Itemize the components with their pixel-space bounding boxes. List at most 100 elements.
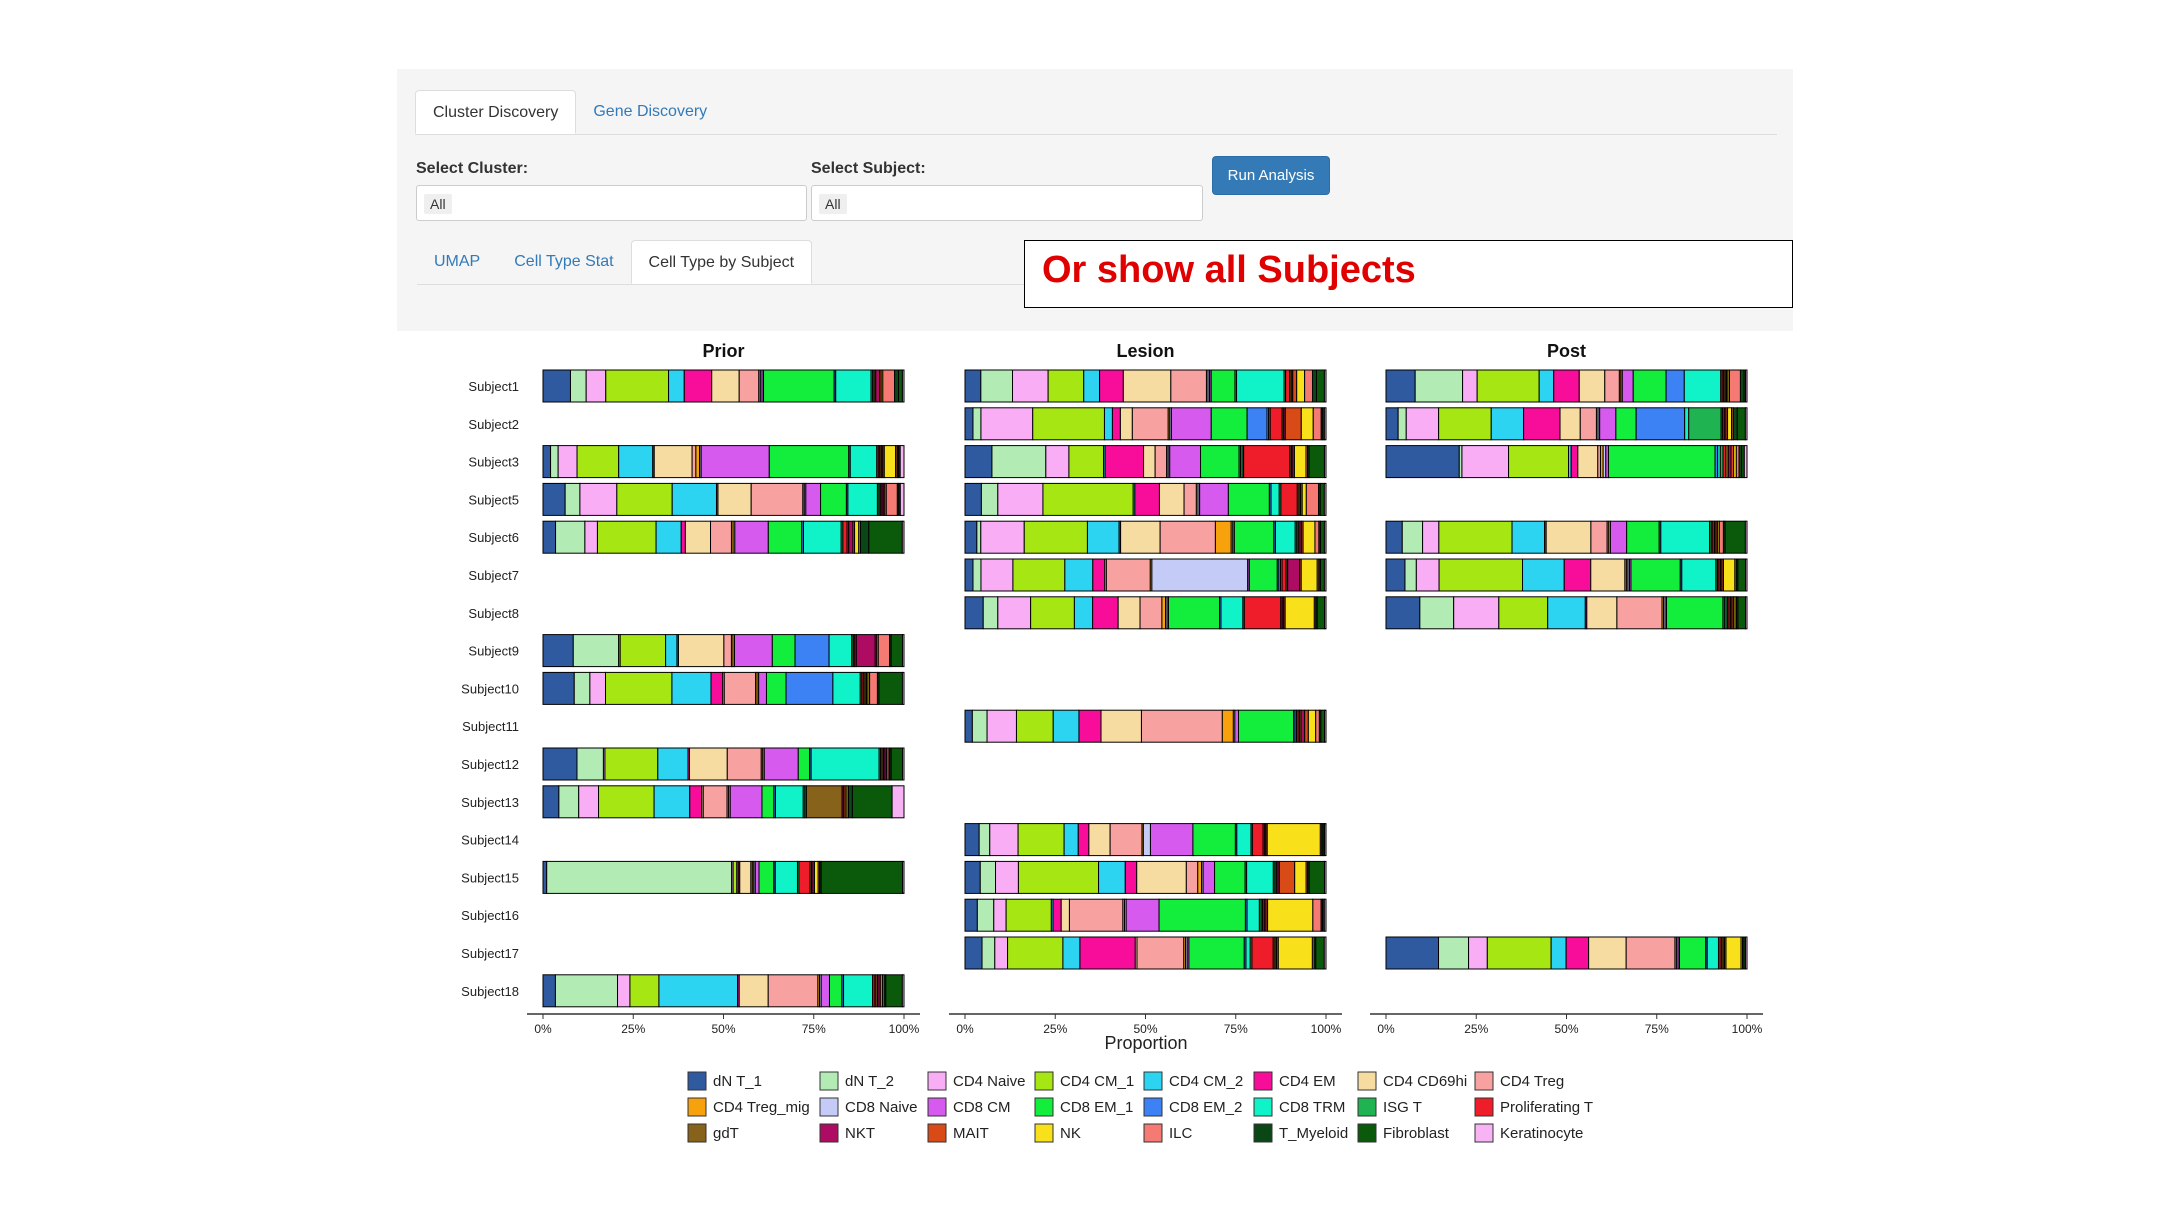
bar-segment <box>1739 369 1745 403</box>
bar-segment <box>1214 860 1246 894</box>
bar-segment <box>1104 445 1145 479</box>
bar-segment <box>835 369 872 403</box>
x-tick-label: 0% <box>534 1022 552 1036</box>
bar-segment <box>1238 709 1295 743</box>
bar-segment <box>1590 520 1608 554</box>
bar-segment <box>710 671 724 705</box>
bar-segment <box>1415 558 1440 592</box>
subject-label: Subject7 <box>468 568 519 583</box>
select-subject-input[interactable]: All <box>811 185 1203 221</box>
bar-segment <box>1269 407 1283 441</box>
tab-umap[interactable]: UMAP <box>434 253 481 270</box>
bar-segment <box>1068 445 1105 479</box>
tab-cell-type-stat[interactable]: Cell Type Stat <box>514 253 614 270</box>
legend-label: CD8 EM_1 <box>1060 1099 1133 1116</box>
bar-segment <box>805 785 843 819</box>
legend-label: T_Myeloid <box>1279 1125 1348 1142</box>
bar-segment <box>1453 596 1500 630</box>
tab-cell-type-by-subject[interactable]: Cell Type by Subject <box>630 240 813 284</box>
bar-segment <box>739 860 752 894</box>
legend-label: Fibroblast <box>1383 1125 1450 1142</box>
bar-segment <box>828 634 853 668</box>
bar-segment <box>995 860 1019 894</box>
bar-segment <box>1615 407 1637 441</box>
bar-segment <box>964 596 984 630</box>
bar-segment <box>1188 936 1245 970</box>
bar-segment <box>754 860 760 894</box>
bar-segment <box>1570 445 1579 479</box>
bar-segment <box>671 671 712 705</box>
bar-segment <box>658 974 739 1008</box>
select-cluster-input[interactable]: All <box>416 185 807 221</box>
bar-segment <box>653 445 693 479</box>
bar-segment <box>1246 407 1268 441</box>
bar-segment <box>768 445 850 479</box>
bar-segment <box>1285 369 1291 403</box>
bar-segment <box>980 407 1034 441</box>
subject-label: Subject16 <box>461 908 519 923</box>
bar-segment <box>1246 898 1260 932</box>
legend-label: ILC <box>1169 1125 1193 1142</box>
legend-label: Keratinocyte <box>1500 1125 1583 1142</box>
bar-segment <box>964 709 973 743</box>
tab-gene-discovery[interactable]: Gene Discovery <box>593 103 708 120</box>
legend-label: CD4 EM <box>1279 1073 1336 1090</box>
select-cluster-value[interactable]: All <box>424 194 452 214</box>
bar-segment <box>569 369 587 403</box>
bar-segment <box>1744 596 1748 630</box>
bar-segment <box>1077 823 1090 857</box>
bar-segment <box>1100 709 1142 743</box>
bar-segment <box>964 369 982 403</box>
bar-segment <box>1078 709 1102 743</box>
bar-segment <box>683 369 713 403</box>
bar-segment <box>758 671 767 705</box>
bar-segment <box>1063 823 1079 857</box>
bar-segment <box>1007 936 1064 970</box>
bar-segment <box>1563 558 1592 592</box>
bar-segment <box>989 823 1019 857</box>
bar-segment <box>1197 860 1203 894</box>
legend-swatch <box>927 1071 947 1091</box>
bar-segment <box>1632 369 1667 403</box>
bar-segment <box>997 596 1032 630</box>
bar-segment <box>797 747 811 781</box>
sub-tabs-divider <box>417 284 1024 285</box>
bar-segment <box>1169 445 1202 479</box>
bar-segment <box>1045 445 1070 479</box>
subject-label: Subject10 <box>461 681 519 696</box>
legend-swatch <box>1357 1097 1377 1117</box>
bar-segment <box>604 747 659 781</box>
legend-swatch <box>927 1123 947 1143</box>
bar-segment <box>1296 369 1306 403</box>
bar-segment <box>877 634 891 668</box>
bar-segment <box>1315 709 1320 743</box>
bar-segment <box>711 369 740 403</box>
bar-segment <box>589 671 607 705</box>
bar-segment <box>1312 898 1322 932</box>
bar-segment <box>1136 936 1185 970</box>
x-tick-label: 50% <box>711 1022 735 1036</box>
bar-segment <box>1210 369 1236 403</box>
subject-label: Subject8 <box>468 606 519 621</box>
bar-segment <box>1666 596 1724 630</box>
subject-label: Subject14 <box>461 833 519 848</box>
bar-segment <box>980 482 999 516</box>
bar-segment <box>980 520 1025 554</box>
bar-segment <box>734 520 769 554</box>
select-subject-value[interactable]: All <box>819 194 847 214</box>
tab-cluster-discovery[interactable]: Cluster Discovery <box>415 90 577 134</box>
legend-label: dN T_1 <box>713 1073 762 1090</box>
legend-label: CD4 Naive <box>953 1073 1026 1090</box>
annotation-text: Or show all Subjects <box>1042 249 1416 291</box>
bar-segment <box>972 407 982 441</box>
x-axis-label: Proportion <box>1104 1033 1187 1053</box>
bar-segment <box>564 482 581 516</box>
bar-segment <box>546 860 733 894</box>
bar-segment <box>550 445 559 479</box>
run-analysis-button[interactable]: Run Analysis <box>1212 156 1330 195</box>
bar-segment <box>1042 482 1134 516</box>
legend-label: gdT <box>713 1125 739 1142</box>
bar-segment <box>1314 520 1320 554</box>
bar-segment <box>732 860 738 894</box>
bar-segment <box>964 860 981 894</box>
